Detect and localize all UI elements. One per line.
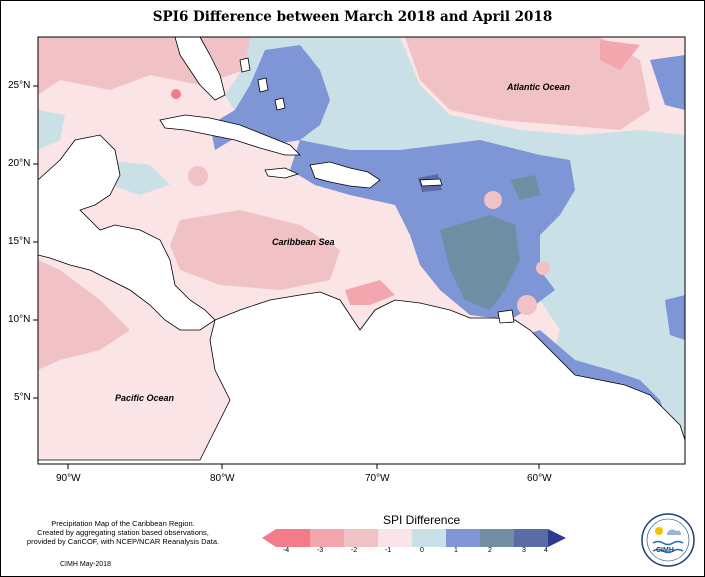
legend-tick-pos3: 3 (522, 547, 526, 554)
land-bahamas-3 (274, 97, 286, 111)
field-neg2-atlantic (405, 37, 650, 130)
legend-tick-neg3: -3 (316, 547, 324, 554)
lat-label-20: 20°N (8, 158, 31, 169)
field-neg2-spot4 (517, 295, 537, 315)
field-neg3-ne (600, 40, 640, 70)
land-hispaniola (309, 161, 381, 189)
land-cuba (159, 114, 301, 156)
legend-swatch-neg4 (276, 529, 310, 547)
legend-title: SPI Difference (383, 513, 461, 527)
land-trinidad (497, 309, 515, 324)
lat-label-25: 25°N (8, 80, 31, 91)
field-pos1-bahamas (210, 45, 330, 150)
legend-tick-neg4: -4 (282, 547, 290, 554)
lat-label-10: 10°N (8, 314, 31, 325)
footnote-line-2: Created by aggregating station based obs… (37, 528, 209, 537)
cimh-logo (641, 513, 695, 567)
field-pos1-east (665, 295, 685, 340)
legend-tick-zero: 0 (420, 547, 424, 554)
field-neg2-spot1 (188, 166, 208, 186)
lon-label-90: 90°W (56, 473, 81, 484)
land-south-america (38, 291, 685, 464)
wave-icon (652, 540, 684, 546)
land-bahamas-2 (257, 77, 269, 93)
footnote-line-3: provided by CariCOF, with NCEP/NCAR Rean… (26, 537, 220, 546)
field-zero-west (38, 110, 65, 150)
lon-label-70: 70°W (365, 473, 390, 484)
footnote-line-1: Precipitation Map of the Caribbean Regio… (51, 519, 195, 528)
label-pacific: Pacific Ocean (115, 393, 175, 403)
lon-label-60: 60°W (527, 473, 552, 484)
legend-tick-neg2: -2 (350, 547, 358, 554)
legend-swatch-pos2 (480, 529, 514, 547)
land-florida (174, 37, 226, 101)
field-neg4-spot (171, 89, 181, 99)
map-title: SPI6 Difference between March 2018 and A… (152, 9, 553, 25)
lat-label-15: 15°N (8, 236, 31, 247)
legend-swatch-neg1 (378, 529, 412, 547)
label-caribbean: Caribbean Sea (272, 237, 335, 247)
legend-tick-neg1: -1 (384, 547, 392, 554)
legend-arrow-right (548, 529, 566, 547)
sun-icon (655, 527, 663, 535)
field-neg2-spot3 (536, 261, 550, 275)
field-pos1-ne (650, 55, 685, 110)
field-neg3-venezuela (345, 280, 395, 305)
land-jamaica (264, 167, 300, 179)
legend-tick-pos2: 2 (488, 547, 492, 554)
legend-swatch-neg3 (310, 529, 344, 547)
legend-swatch-pos1 (446, 529, 480, 547)
logo-text: CIMH (656, 547, 674, 554)
legend-swatch-pos3 (514, 529, 548, 547)
plot-border (37, 36, 686, 465)
land (38, 37, 685, 464)
field-pos2-eastcarib (440, 215, 520, 310)
legend-tick-pos1: 1 (454, 547, 458, 554)
label-atlantic: Atlantic Ocean (506, 82, 571, 92)
land-bahamas-1 (239, 57, 251, 73)
field-neg2-caribbean (170, 210, 340, 290)
field-neg2-spot2 (484, 191, 502, 209)
field-zero (225, 37, 685, 460)
land-central-america (38, 134, 216, 331)
field-zero-yucatan (105, 160, 170, 195)
land-puerto-rico (419, 178, 443, 187)
lat-label-5: 5°N (14, 392, 31, 403)
lat-ticks (33, 85, 540, 469)
field-pos2-ne-carib (510, 175, 540, 200)
legend-arrow-left (262, 529, 276, 547)
cloud-icon (667, 529, 681, 535)
legend-tick-pos4: 4 (544, 547, 548, 554)
field-neg2-pacific (38, 260, 130, 370)
legend-bar (262, 529, 566, 547)
lon-label-80: 80°W (210, 473, 235, 484)
legend-swatch-neg2 (344, 529, 378, 547)
footnote-credit: CIMH May-2018 (60, 561, 111, 568)
legend-swatch-zero (412, 529, 446, 547)
